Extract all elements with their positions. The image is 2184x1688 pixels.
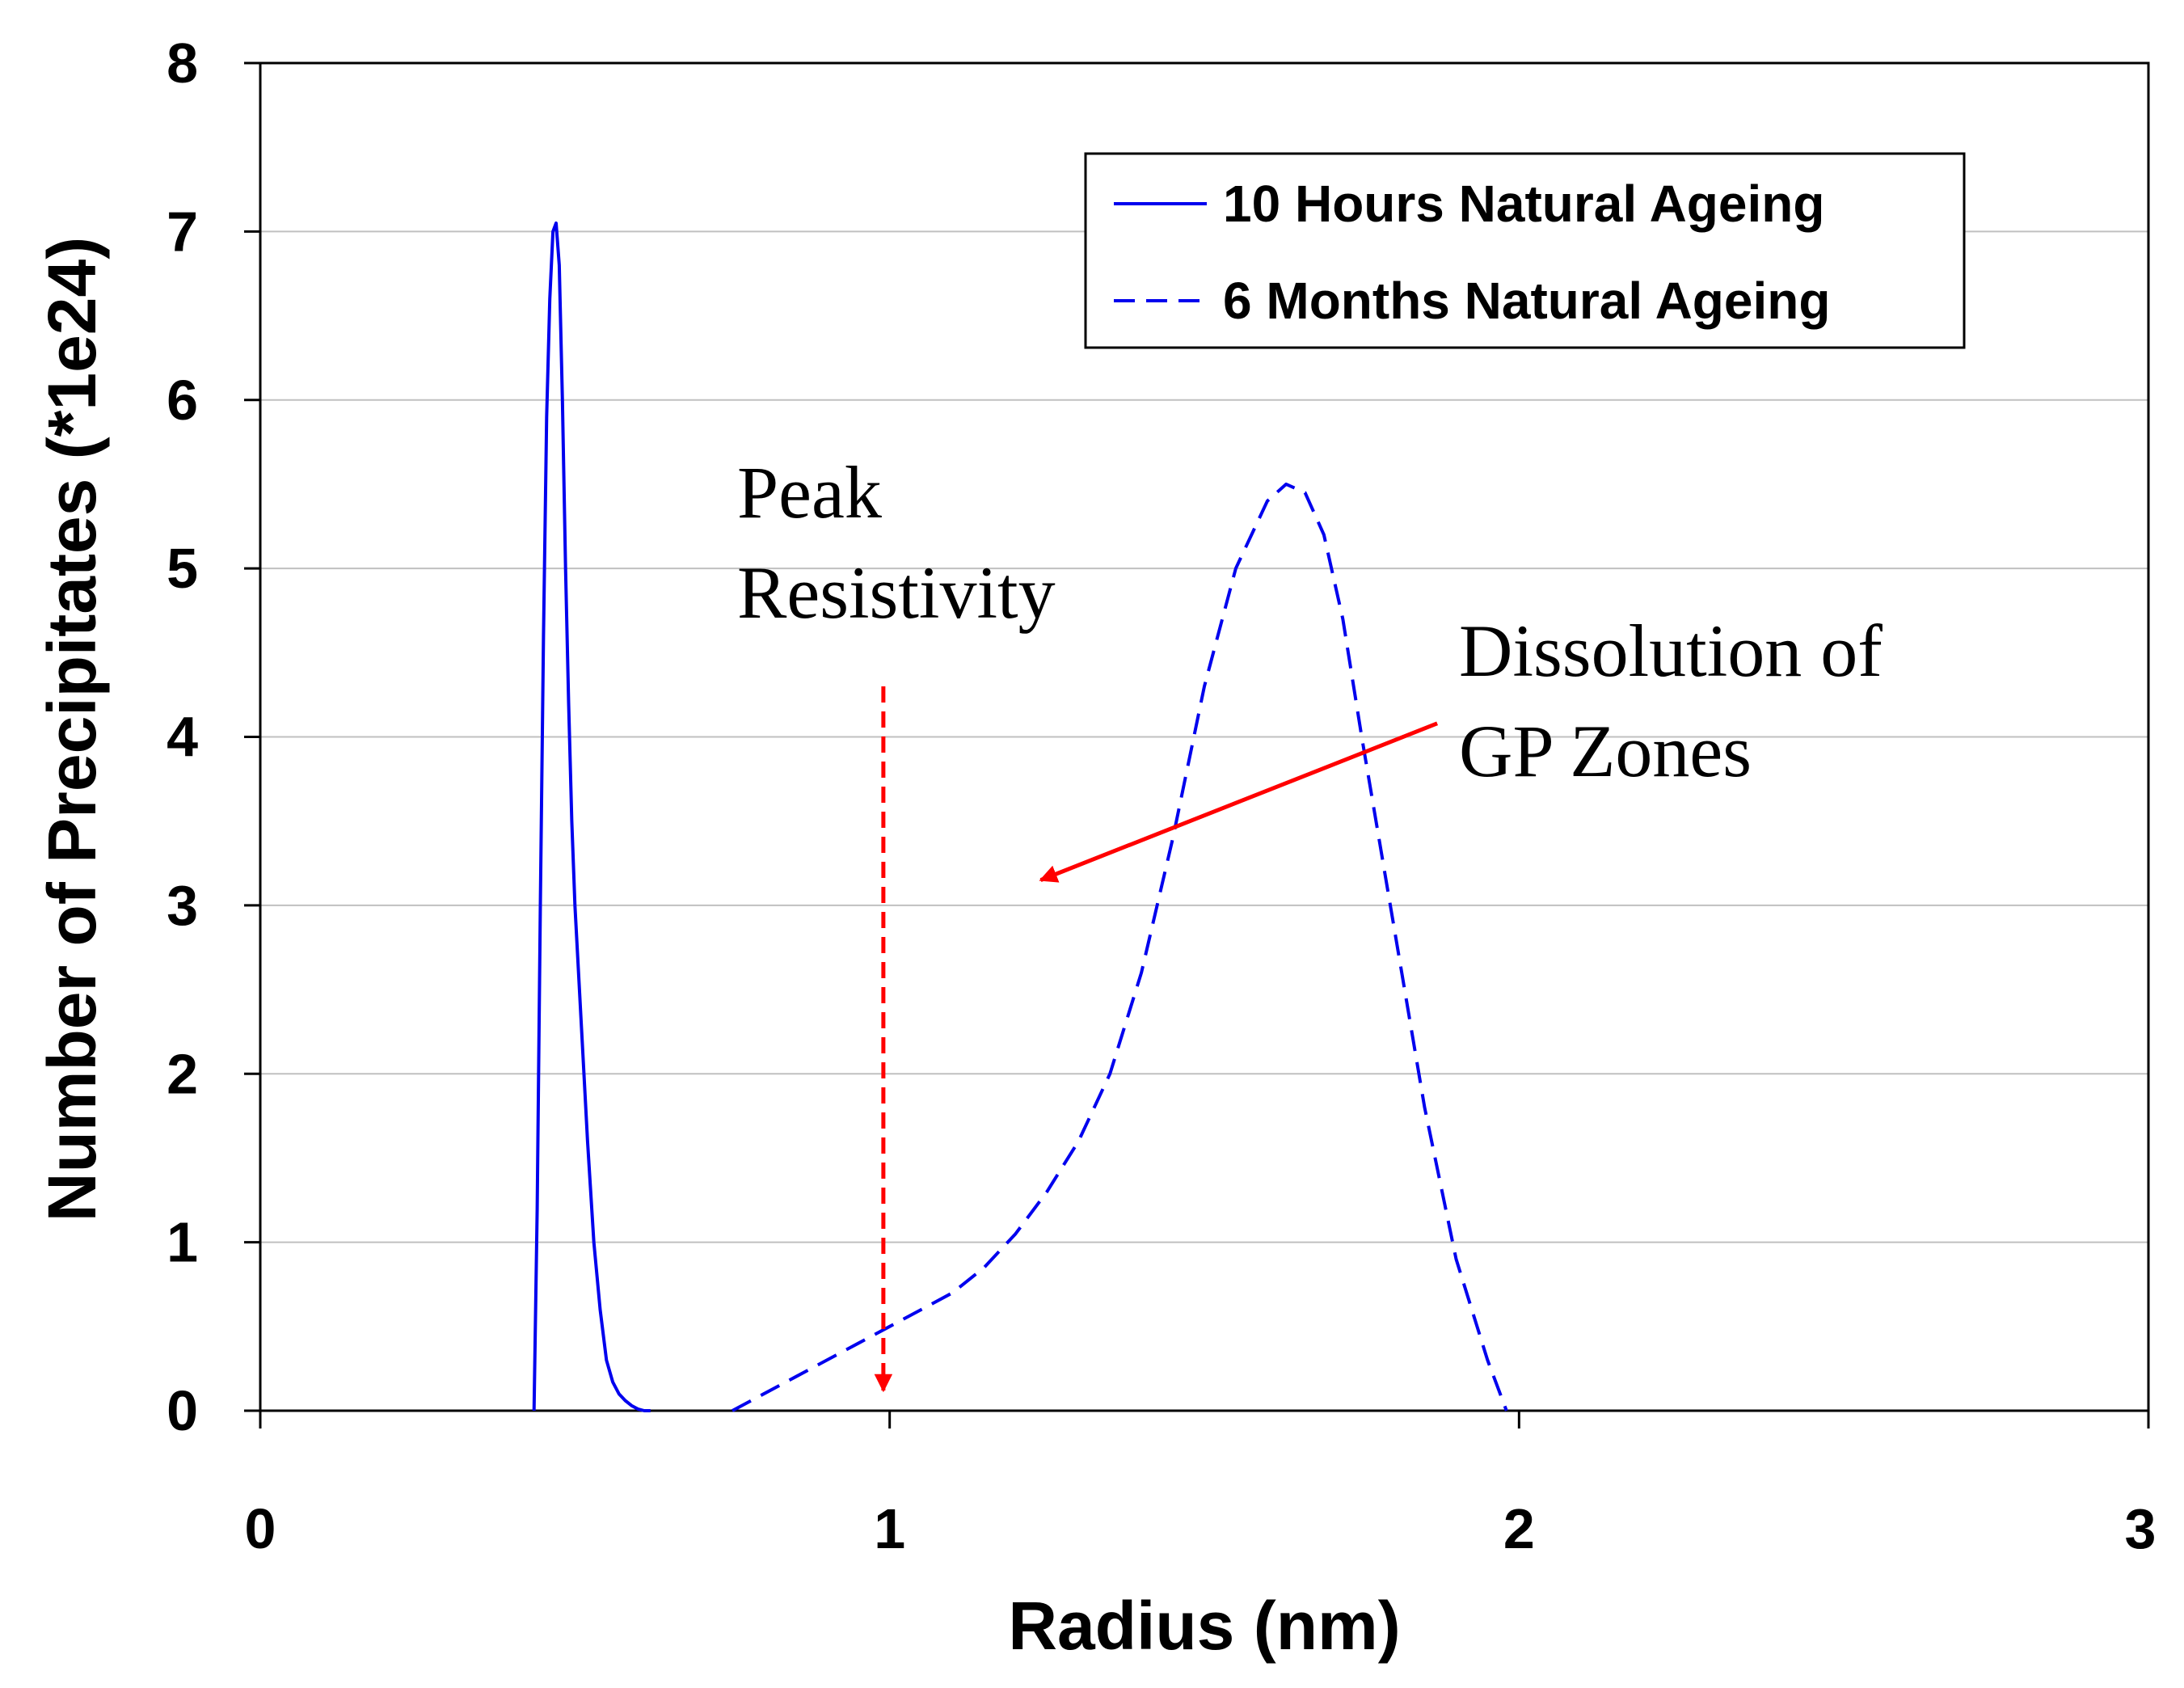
annotation-peak-line-2: Resistivity — [737, 551, 1056, 634]
y-tick-label-7: 7 — [167, 200, 198, 263]
annotation-dissolution-arrow — [1039, 721, 1439, 883]
y-tick-label-4: 4 — [167, 706, 198, 769]
annotations: Peak Resistivity Dissolution of GP Zones — [737, 451, 1883, 1393]
legend: 10 Hours Natural Ageing 6 Months Natural … — [1084, 152, 1966, 349]
legend-label-2: 6 Months Natural Ageing — [1223, 272, 1830, 330]
x-tick-label-3: 3 — [2125, 1497, 2157, 1560]
x-tick-label-2: 2 — [1503, 1497, 1535, 1560]
annotation-dissolution-line-1: Dissolution of — [1459, 610, 1883, 692]
y-axis-title: Number of Precipitates (*1e24) — [34, 237, 110, 1222]
y-tick-label-5: 5 — [167, 537, 198, 600]
series-line-2 — [732, 482, 1508, 1412]
axes: 0 1 2 3 4 5 6 7 8 0 1 2 3 Radius (nm) Number of Precip… — [34, 32, 2156, 1664]
x-axis-title: Radius (nm) — [1008, 1588, 1400, 1664]
y-tick-label-2: 2 — [167, 1042, 198, 1105]
y-tick-label-0: 0 — [167, 1379, 198, 1442]
x-tick-label-1: 1 — [874, 1497, 905, 1560]
y-tick-label-8: 8 — [167, 32, 198, 95]
annotation-peak-line-1: Peak — [737, 451, 882, 534]
series-line-1 — [532, 222, 651, 1412]
y-tick-label-3: 3 — [167, 874, 198, 937]
annotation-dissolution-line-2: GP Zones — [1459, 710, 1752, 792]
y-tick-label-6: 6 — [167, 369, 198, 432]
series-lines — [532, 222, 1508, 1412]
x-tick-label-0: 0 — [245, 1497, 276, 1560]
legend-box — [1084, 152, 1966, 349]
legend-label-1: 10 Hours Natural Ageing — [1223, 175, 1824, 233]
y-tick-label-1: 1 — [167, 1211, 198, 1274]
